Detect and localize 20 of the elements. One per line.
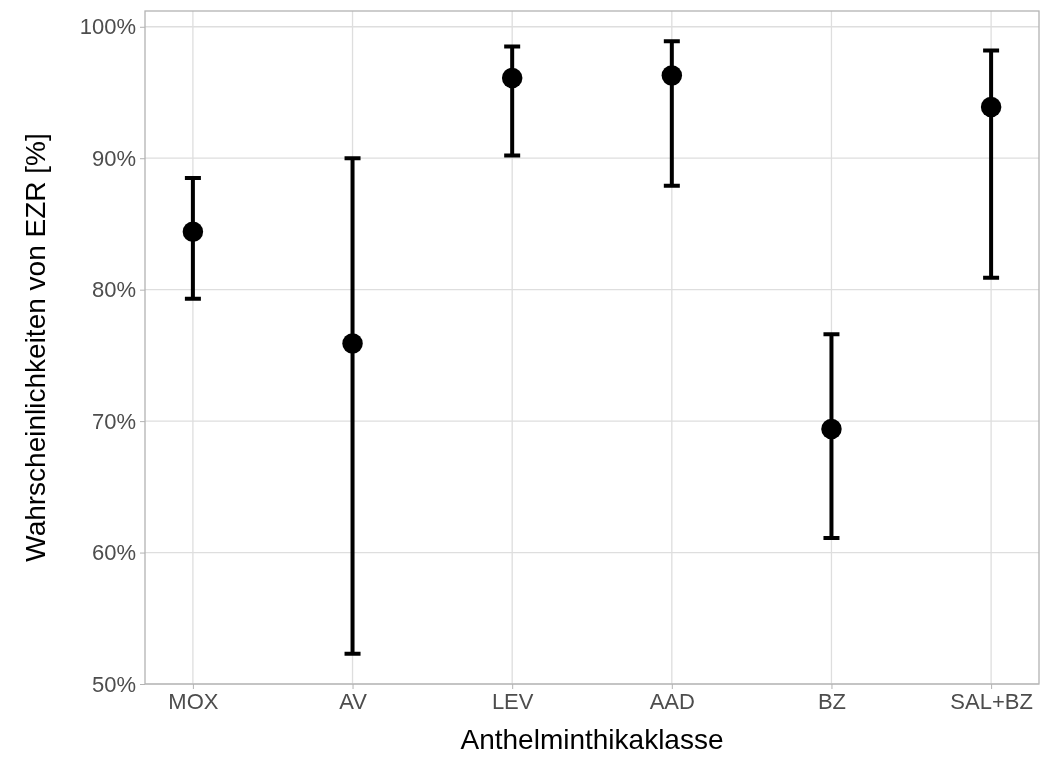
point — [182, 221, 204, 243]
x-axis-title: Anthelminthikaklasse — [460, 724, 724, 755]
y-tick-label: 80% — [91, 277, 136, 303]
point — [821, 418, 842, 440]
x-tick-label: LEV — [491, 688, 534, 714]
point — [342, 333, 363, 354]
point — [661, 65, 683, 86]
x-tick-label: MOX — [168, 688, 219, 714]
y-tick-label: 70% — [91, 408, 136, 434]
y-tick-label: 100% — [79, 14, 136, 40]
y-axis-title: Wahrscheinlichkeiten von EZR [%] — [20, 133, 51, 562]
x-tick-label: AAD — [649, 688, 695, 714]
y-tick-label: 60% — [91, 540, 136, 566]
y-tick-label: 50% — [91, 671, 136, 697]
y-tick-label: 90% — [91, 145, 136, 171]
point — [501, 67, 523, 89]
x-tick-label: BZ — [817, 688, 847, 714]
x-tick-label: AV — [339, 688, 368, 714]
point — [980, 96, 1002, 118]
x-tick-label: SAL+BZ — [950, 688, 1033, 714]
